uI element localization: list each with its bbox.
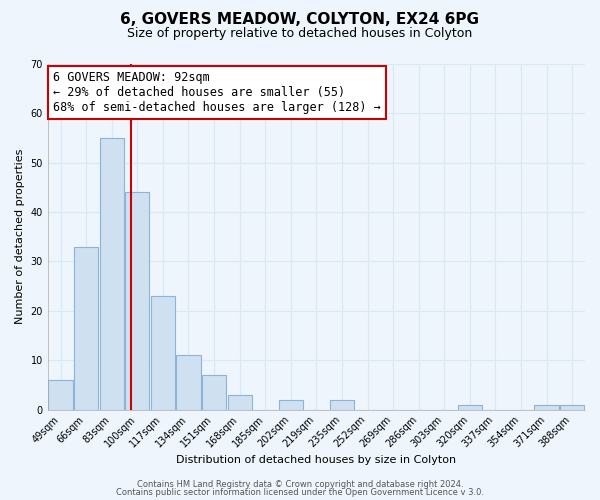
Bar: [49, 380, 73, 410]
Bar: [151, 296, 175, 410]
Text: Contains public sector information licensed under the Open Government Licence v : Contains public sector information licen…: [116, 488, 484, 497]
Bar: [227, 395, 252, 409]
Bar: [202, 375, 226, 410]
Bar: [176, 356, 200, 410]
Bar: [74, 246, 98, 410]
Text: Size of property relative to detached houses in Colyton: Size of property relative to detached ho…: [127, 28, 473, 40]
Y-axis label: Number of detached properties: Number of detached properties: [15, 149, 25, 324]
Bar: [535, 404, 559, 409]
Bar: [560, 404, 584, 409]
Text: 6 GOVERS MEADOW: 92sqm
← 29% of detached houses are smaller (55)
68% of semi-det: 6 GOVERS MEADOW: 92sqm ← 29% of detached…: [53, 71, 381, 114]
X-axis label: Distribution of detached houses by size in Colyton: Distribution of detached houses by size …: [176, 455, 457, 465]
Bar: [278, 400, 303, 409]
Bar: [100, 138, 124, 409]
Text: 6, GOVERS MEADOW, COLYTON, EX24 6PG: 6, GOVERS MEADOW, COLYTON, EX24 6PG: [121, 12, 479, 28]
Bar: [458, 404, 482, 409]
Bar: [125, 192, 149, 410]
Text: Contains HM Land Registry data © Crown copyright and database right 2024.: Contains HM Land Registry data © Crown c…: [137, 480, 463, 489]
Bar: [330, 400, 354, 409]
